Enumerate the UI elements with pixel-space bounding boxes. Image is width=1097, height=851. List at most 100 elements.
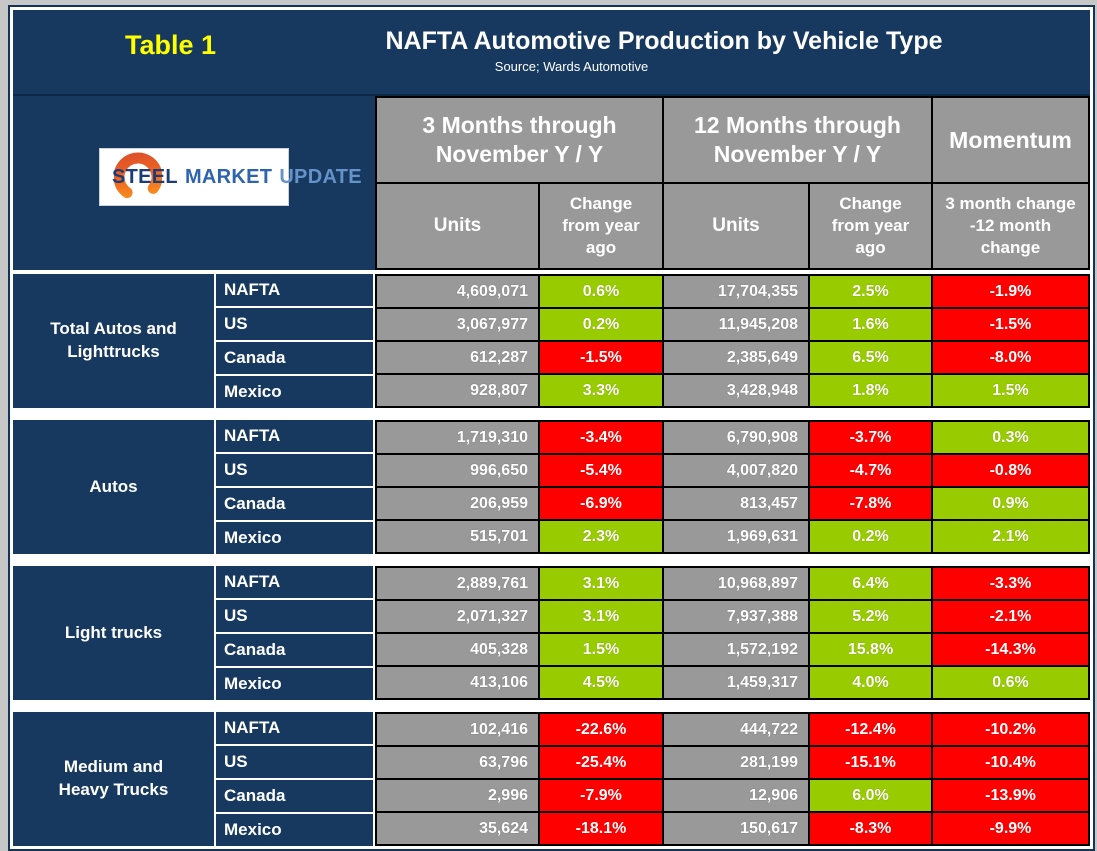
report-table: Table 1 NAFTA Automotive Production by V… [8, 5, 1095, 851]
momentum-cell: -0.8% [933, 455, 1088, 486]
units-12m-cell: 7,937,388 [664, 601, 808, 632]
units-12m-cell: 1,572,192 [664, 634, 808, 665]
units-12m-cell: 17,704,355 [664, 276, 808, 307]
column-header-grid: 3 Months through November Y / Y 12 Month… [375, 96, 1090, 270]
units-3m-cell: 206,959 [377, 488, 538, 519]
region-cell: NAFTA [216, 420, 375, 454]
change-12m-cell: -12.4% [810, 714, 931, 745]
units-12m-cell: 1,969,631 [664, 521, 808, 552]
region-cell: NAFTA [216, 566, 375, 600]
change-12m-cell: 1.8% [810, 375, 931, 406]
region-column: NAFTA US Canada Mexico [216, 566, 375, 700]
section-data-grid: 102,416 -22.6% 444,722 -12.4% -10.2% 63,… [375, 712, 1090, 846]
momentum-cell: -10.2% [933, 714, 1088, 745]
units-12m-cell: 4,007,820 [664, 455, 808, 486]
change-3m-cell: 4.5% [540, 667, 662, 698]
logo-word-update: UPDATE [279, 165, 362, 188]
change-3m-cell: -18.1% [540, 813, 662, 844]
change-12m-cell: -7.8% [810, 488, 931, 519]
logo-word-steel: STEEL [112, 165, 178, 188]
change-3m-cell: 2.3% [540, 521, 662, 552]
col-change-3m: Change from year ago [540, 184, 662, 268]
units-12m-cell: 2,385,649 [664, 342, 808, 373]
units-3m-cell: 2,889,761 [377, 568, 538, 599]
momentum-cell: -9.9% [933, 813, 1088, 844]
units-12m-cell: 11,945,208 [664, 309, 808, 340]
change-12m-cell: 4.0% [810, 667, 931, 698]
region-column: NAFTA US Canada Mexico [216, 420, 375, 554]
momentum-cell: -8.0% [933, 342, 1088, 373]
momentum-cell: -13.9% [933, 780, 1088, 811]
section-label: Medium and Heavy Trucks [13, 712, 216, 846]
section-data-grid: 4,609,071 0.6% 17,704,355 2.5% -1.9% 3,0… [375, 274, 1090, 408]
change-12m-cell: -4.7% [810, 455, 931, 486]
change-3m-cell: 3.1% [540, 568, 662, 599]
units-12m-cell: 281,199 [664, 747, 808, 778]
section-total-autos-lighttrucks: Total Autos and Lighttrucks NAFTA US Can… [13, 274, 1090, 408]
region-cell: Canada [216, 634, 375, 668]
logo-word-market: MARKET [184, 165, 273, 188]
section-autos: Autos NAFTA US Canada Mexico 1,719,310 -… [13, 420, 1090, 554]
region-cell: Mexico [216, 668, 375, 700]
change-3m-cell: 1.5% [540, 634, 662, 665]
table-title: NAFTA Automotive Production by Vehicle T… [385, 27, 943, 55]
units-12m-cell: 813,457 [664, 488, 808, 519]
source-caption: Source; Wards Automotive [494, 59, 649, 74]
change-3m-cell: -1.5% [540, 342, 662, 373]
momentum-cell: 0.6% [933, 667, 1088, 698]
momentum-cell: -10.4% [933, 747, 1088, 778]
section-data-grid: 2,889,761 3.1% 10,968,897 6.4% -3.3% 2,0… [375, 566, 1090, 700]
region-cell: NAFTA [216, 712, 375, 746]
momentum-cell: -2.1% [933, 601, 1088, 632]
units-3m-cell: 996,650 [377, 455, 538, 486]
units-12m-cell: 3,428,948 [664, 375, 808, 406]
momentum-cell: 2.1% [933, 521, 1088, 552]
region-cell: US [216, 308, 375, 342]
region-cell: Mexico [216, 522, 375, 554]
region-cell: US [216, 600, 375, 634]
region-cell: US [216, 454, 375, 488]
col-group-12m: 12 Months through November Y / Y [664, 98, 931, 182]
units-3m-cell: 4,609,071 [377, 276, 538, 307]
units-3m-cell: 405,328 [377, 634, 538, 665]
momentum-cell: -1.9% [933, 276, 1088, 307]
change-3m-cell: -25.4% [540, 747, 662, 778]
units-3m-cell: 1,719,310 [377, 422, 538, 453]
momentum-cell: -1.5% [933, 309, 1088, 340]
col-group-3m: 3 Months through November Y / Y [377, 98, 662, 182]
change-12m-cell: 2.5% [810, 276, 931, 307]
change-12m-cell: 1.6% [810, 309, 931, 340]
header-area: STEEL MARKET UPDATE 3 Months through Nov… [13, 94, 1090, 270]
units-12m-cell: 1,459,317 [664, 667, 808, 698]
units-3m-cell: 413,106 [377, 667, 538, 698]
change-12m-cell: 6.5% [810, 342, 931, 373]
units-12m-cell: 10,968,897 [664, 568, 808, 599]
momentum-cell: -14.3% [933, 634, 1088, 665]
col-change-12m: Change from year ago [810, 184, 931, 268]
units-3m-cell: 515,701 [377, 521, 538, 552]
change-3m-cell: -3.4% [540, 422, 662, 453]
momentum-cell: 0.3% [933, 422, 1088, 453]
smu-logo-panel: STEEL MARKET UPDATE [13, 96, 375, 270]
region-cell: US [216, 746, 375, 780]
region-cell: Canada [216, 488, 375, 522]
col-momentum-sub: 3 month change -12 month change [933, 184, 1088, 268]
change-12m-cell: 0.2% [810, 521, 931, 552]
units-3m-cell: 102,416 [377, 714, 538, 745]
region-cell: Canada [216, 342, 375, 376]
units-3m-cell: 2,071,327 [377, 601, 538, 632]
change-3m-cell: -7.9% [540, 780, 662, 811]
col-units-12m: Units [664, 184, 808, 268]
section-data-grid: 1,719,310 -3.4% 6,790,908 -3.7% 0.3% 996… [375, 420, 1090, 554]
change-3m-cell: -5.4% [540, 455, 662, 486]
change-12m-cell: -3.7% [810, 422, 931, 453]
section-label: Total Autos and Lighttrucks [13, 274, 216, 408]
region-column: NAFTA US Canada Mexico [216, 274, 375, 408]
units-3m-cell: 2,996 [377, 780, 538, 811]
momentum-cell: -3.3% [933, 568, 1088, 599]
units-3m-cell: 35,624 [377, 813, 538, 844]
smu-swoosh-icon [114, 152, 162, 202]
units-3m-cell: 928,807 [377, 375, 538, 406]
units-12m-cell: 444,722 [664, 714, 808, 745]
section-separator [13, 408, 1090, 420]
